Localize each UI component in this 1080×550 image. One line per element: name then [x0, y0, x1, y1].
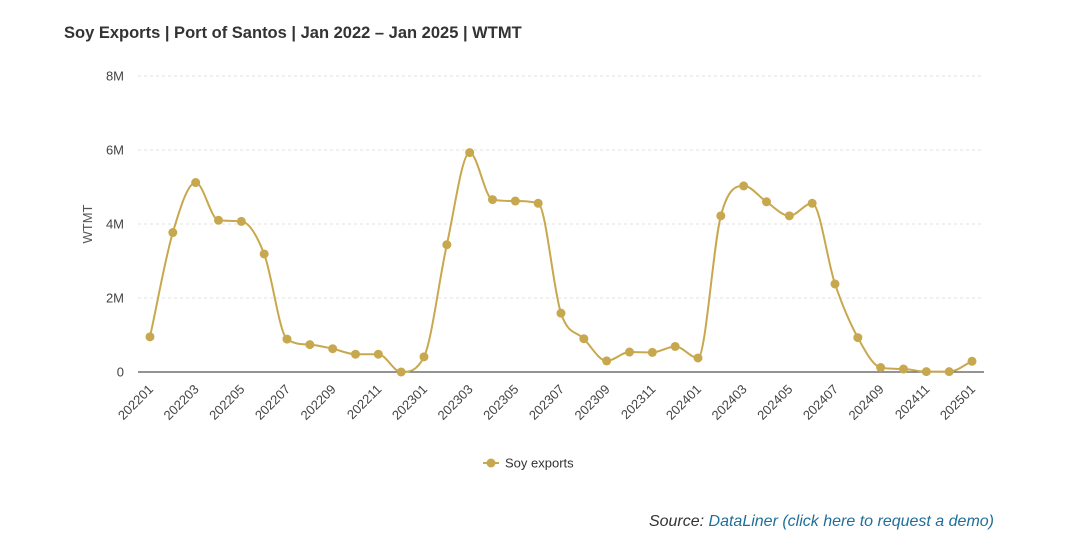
x-tick-label: 202301 — [389, 382, 430, 423]
data-point[interactable] — [853, 333, 863, 343]
x-tick-label: 202501 — [937, 382, 978, 423]
data-point[interactable] — [488, 195, 497, 205]
x-tick-label: 202203 — [160, 382, 201, 423]
data-point[interactable] — [647, 347, 657, 357]
source-prefix: Source: — [648, 513, 709, 530]
data-point[interactable] — [921, 367, 931, 377]
data-point[interactable] — [876, 363, 886, 373]
legend[interactable]: Soy exports — [483, 456, 574, 471]
x-tick-label: 202307 — [526, 382, 567, 423]
data-point[interactable] — [282, 334, 292, 344]
legend-marker-icon — [486, 458, 496, 468]
x-tick-label: 202401 — [663, 382, 704, 423]
data-point[interactable] — [739, 181, 749, 191]
x-tick-label: 202407 — [800, 382, 841, 423]
x-tick-label: 202309 — [571, 382, 612, 423]
data-point[interactable] — [236, 216, 246, 226]
x-tick-label: 202303 — [434, 382, 475, 423]
data-point[interactable] — [967, 356, 977, 366]
x-tick-label: 202403 — [708, 382, 749, 423]
x-tick-label: 202311 — [618, 382, 659, 423]
source-link[interactable]: DataLiner (click here to request a demo) — [708, 513, 994, 530]
data-point[interactable] — [533, 198, 543, 208]
data-point[interactable] — [259, 249, 269, 259]
x-tick-label: 202207 — [252, 382, 293, 423]
y-tick-label: 6M — [106, 143, 124, 158]
data-point[interactable] — [556, 308, 566, 318]
x-tick-label: 202405 — [754, 382, 795, 423]
legend-label: Soy exports — [505, 456, 574, 471]
y-tick-label: 0 — [117, 365, 124, 380]
x-tick-label: 202209 — [297, 382, 338, 423]
data-point[interactable] — [305, 340, 315, 350]
data-point[interactable] — [944, 367, 954, 377]
data-point[interactable] — [351, 349, 360, 359]
data-point[interactable] — [396, 367, 406, 377]
data-point[interactable] — [419, 352, 429, 362]
x-tick-label: 202305 — [480, 382, 521, 423]
data-point[interactable] — [579, 334, 589, 344]
y-tick-label: 8M — [106, 69, 124, 84]
data-point[interactable] — [762, 197, 771, 207]
data-point[interactable] — [784, 211, 794, 221]
data-point[interactable] — [830, 279, 840, 289]
data-point[interactable] — [191, 178, 201, 188]
data-point[interactable] — [373, 349, 383, 359]
data-point[interactable] — [625, 347, 634, 357]
x-tick-label: 202211 — [344, 382, 385, 423]
data-point[interactable] — [807, 198, 817, 208]
x-tick-label: 202411 — [892, 382, 933, 423]
data-point[interactable] — [214, 215, 223, 225]
y-tick-label: 2M — [106, 291, 124, 306]
data-point[interactable] — [465, 148, 475, 158]
y-axis-label: WTMT — [80, 204, 95, 243]
data-point[interactable] — [168, 228, 178, 238]
x-tick-label: 202205 — [206, 382, 247, 423]
data-point[interactable] — [145, 332, 155, 342]
source-note: Source: DataLiner (click here to request… — [649, 513, 994, 531]
data-point[interactable] — [328, 344, 338, 354]
x-tick-label: 202201 — [115, 382, 156, 423]
data-point[interactable] — [442, 240, 452, 250]
x-tick-label: 202409 — [845, 382, 886, 423]
data-point[interactable] — [602, 356, 612, 366]
chart-title: Soy Exports | Port of Santos | Jan 2022 … — [64, 24, 522, 42]
line-chart: 0 2M 4M 6M 8M 202201 202203 202205 202207 202209… — [80, 69, 984, 471]
data-point[interactable] — [510, 196, 520, 206]
data-point[interactable] — [716, 211, 726, 221]
data-point[interactable] — [670, 341, 680, 351]
series-line-soy-exports — [149, 151, 973, 374]
y-tick-label: 4M — [106, 217, 124, 232]
data-point[interactable] — [899, 364, 908, 374]
data-point[interactable] — [693, 353, 703, 363]
